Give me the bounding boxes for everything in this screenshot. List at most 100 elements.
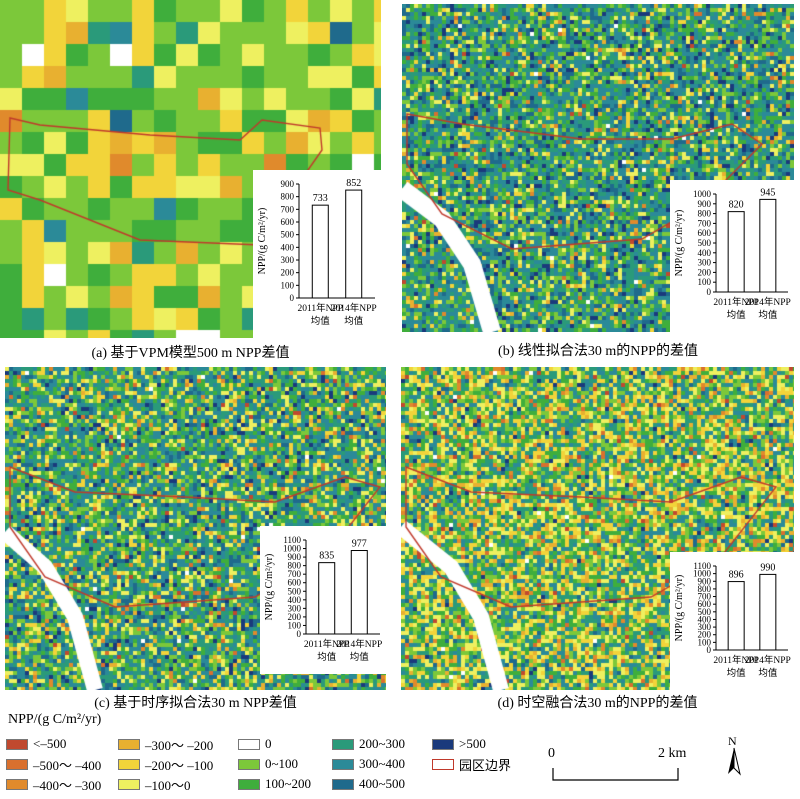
bar-category-label: 2011年NPP: [713, 654, 759, 666]
y-tick-label: 900: [698, 199, 712, 209]
y-tick-label: 500: [288, 586, 302, 596]
bar-category-label: 2011年NPP: [297, 302, 343, 314]
legend-label: 0~100: [265, 756, 299, 771]
legend-swatch: [238, 758, 260, 770]
y-tick-label: 600: [288, 578, 302, 588]
bar: [759, 198, 777, 293]
caption-b: (b) 线性拟合法30 m的NPP的差值: [498, 344, 698, 359]
legend-swatch: [6, 758, 28, 770]
bar-value-label: 852: [346, 178, 361, 189]
y-tick-label: 900: [281, 179, 295, 189]
y-tick-label: 800: [698, 209, 712, 219]
bar-category-label: 均值: [727, 309, 747, 321]
bar: [727, 211, 745, 293]
legend-swatch: [118, 758, 140, 770]
caption-c: (c) 基于时序拟合法30 m NPP差值: [94, 696, 297, 711]
legend-label: >500: [459, 736, 486, 751]
y-tick-label: 100: [698, 637, 712, 647]
bar: [759, 573, 777, 651]
y-tick-label: 0: [290, 293, 295, 303]
bar-category-label: 均值: [311, 315, 331, 327]
scale-bar: 0 2 km: [542, 746, 702, 786]
y-tick-label: 500: [698, 238, 712, 248]
y-tick-label: 200: [281, 268, 295, 278]
y-tick-label: 300: [288, 603, 302, 613]
y-tick-label: 0: [707, 645, 712, 655]
y-tick-label: 300: [281, 255, 295, 265]
inset-chart-c: 0 100 200 300 400 500 600 700 800 900 1000 1100 NPP/…: [260, 526, 386, 674]
legend-item: <–500: [6, 736, 66, 752]
legend-swatch: [238, 778, 260, 790]
legend-label: <–500: [33, 736, 67, 751]
bar: [318, 562, 336, 635]
bar-category-label: 2014年NPP: [331, 302, 377, 314]
legend-swatch: [332, 758, 354, 770]
legend-swatch: [118, 738, 140, 750]
y-tick-label: 1000: [693, 189, 712, 199]
y-tick-label: 1000: [693, 569, 712, 579]
legend-item: 0~100: [238, 756, 298, 772]
legend-item: 300~400: [332, 756, 405, 772]
y-tick-label: 100: [281, 280, 295, 290]
bar: [345, 189, 363, 299]
bar: [727, 581, 745, 651]
bar-value-label: 945: [760, 187, 775, 198]
inset-chart-b: 0 100 200 300 400 500 600 700 800 900 1000 NPP/(g C…: [670, 180, 794, 332]
legend-swatch: [332, 778, 354, 790]
bar-category-label: 均值: [758, 309, 778, 321]
caption-a: (a) 基于VPM模型500 m NPP差值: [91, 346, 290, 361]
bar-value-label: 977: [352, 539, 367, 550]
y-tick-label: 300: [698, 258, 712, 268]
legend-label: 园区边界: [459, 757, 512, 773]
legend-item: –300～ –200: [118, 736, 214, 753]
y-tick-label: 800: [698, 584, 712, 594]
legend-label: –300～ –200: [145, 737, 214, 753]
y-axis-label: NPP/(g C/m²/yr): [264, 554, 275, 621]
bar: [350, 550, 368, 635]
y-tick-label: 700: [698, 218, 712, 228]
bar-category-label: 均值: [344, 315, 364, 327]
legend-item: 100~200: [238, 776, 311, 792]
bar-value-label: 820: [729, 200, 744, 211]
bar-category-label: 均值: [350, 651, 370, 663]
bar: [311, 204, 329, 299]
y-tick-label: 900: [288, 552, 302, 562]
legend-swatch: [6, 738, 28, 750]
legend-label: 300~400: [359, 756, 406, 771]
legend-title: NPP/(g C/m²/yr): [8, 712, 102, 727]
legend-item: >500: [432, 736, 486, 752]
legend-item: –400～ –300: [6, 776, 101, 793]
bar-value-label: 896: [729, 570, 744, 581]
y-tick-label: 800: [281, 192, 295, 202]
y-tick-label: 0: [297, 629, 302, 639]
legend-label: –500～ –400: [33, 757, 102, 773]
bar-category-label: 2014年NPP: [745, 654, 791, 666]
y-axis-label: NPP/(g C/m²/yr): [674, 575, 685, 642]
bar-value-label: 733: [313, 193, 328, 204]
legend-item: 0: [238, 736, 272, 752]
scale-end-label: 2 km: [658, 746, 687, 761]
bar-category-label: 2014年NPP: [336, 638, 382, 650]
legend-item: 园区边界: [432, 756, 512, 773]
legend-swatch: [332, 738, 354, 750]
y-tick-label: 700: [281, 204, 295, 214]
scale-start-label: 0: [548, 746, 555, 761]
legend-label: 0: [265, 736, 272, 751]
legend-label: –200～ –100: [145, 757, 214, 773]
y-tick-label: 800: [288, 561, 302, 571]
inset-chart-d: 0 100 200 300 400 500 600 700 800 900 1000 1100 NPP/…: [670, 552, 794, 690]
bar-category-label: 均值: [727, 667, 747, 679]
legend-label: 100~200: [265, 776, 312, 791]
legend-label: –100～0: [145, 777, 191, 793]
y-tick-label: 700: [288, 569, 302, 579]
bar-category-label: 均值: [758, 667, 778, 679]
y-tick-label: 600: [281, 217, 295, 227]
bar-category-label: 2011年NPP: [713, 296, 759, 308]
y-tick-label: 1100: [283, 535, 301, 545]
legend-item: –500～ –400: [6, 756, 102, 773]
legend-swatch: [432, 758, 454, 770]
y-tick-label: 600: [698, 228, 712, 238]
legend-swatch: [118, 778, 140, 790]
bar-category-label: 2011年NPP: [304, 638, 350, 650]
bar-category-label: 均值: [317, 651, 337, 663]
